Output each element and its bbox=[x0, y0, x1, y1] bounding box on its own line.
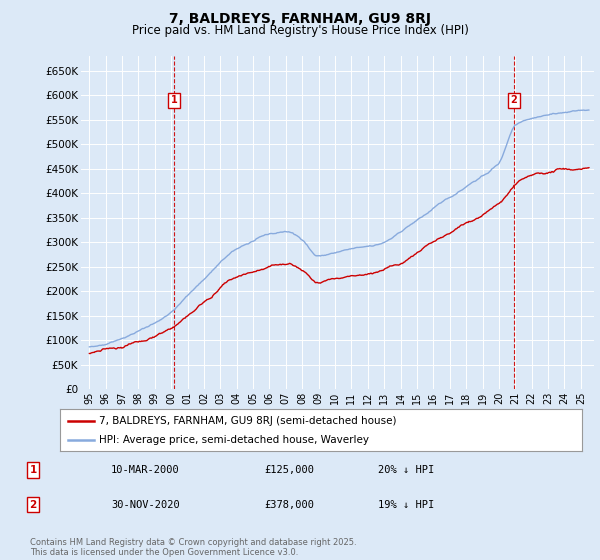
Text: 30-NOV-2020: 30-NOV-2020 bbox=[111, 500, 180, 510]
Text: 19% ↓ HPI: 19% ↓ HPI bbox=[378, 500, 434, 510]
Text: 1: 1 bbox=[29, 465, 37, 475]
Text: Contains HM Land Registry data © Crown copyright and database right 2025.
This d: Contains HM Land Registry data © Crown c… bbox=[30, 538, 356, 557]
Text: 20% ↓ HPI: 20% ↓ HPI bbox=[378, 465, 434, 475]
Text: HPI: Average price, semi-detached house, Waverley: HPI: Average price, semi-detached house,… bbox=[99, 435, 369, 445]
Text: £125,000: £125,000 bbox=[264, 465, 314, 475]
Text: Price paid vs. HM Land Registry's House Price Index (HPI): Price paid vs. HM Land Registry's House … bbox=[131, 24, 469, 36]
Text: 1: 1 bbox=[171, 95, 178, 105]
Text: 7, BALDREYS, FARNHAM, GU9 8RJ: 7, BALDREYS, FARNHAM, GU9 8RJ bbox=[169, 12, 431, 26]
Text: 7, BALDREYS, FARNHAM, GU9 8RJ (semi-detached house): 7, BALDREYS, FARNHAM, GU9 8RJ (semi-deta… bbox=[99, 416, 397, 426]
Text: 2: 2 bbox=[511, 95, 517, 105]
Text: £378,000: £378,000 bbox=[264, 500, 314, 510]
Text: 10-MAR-2000: 10-MAR-2000 bbox=[111, 465, 180, 475]
Text: 2: 2 bbox=[29, 500, 37, 510]
